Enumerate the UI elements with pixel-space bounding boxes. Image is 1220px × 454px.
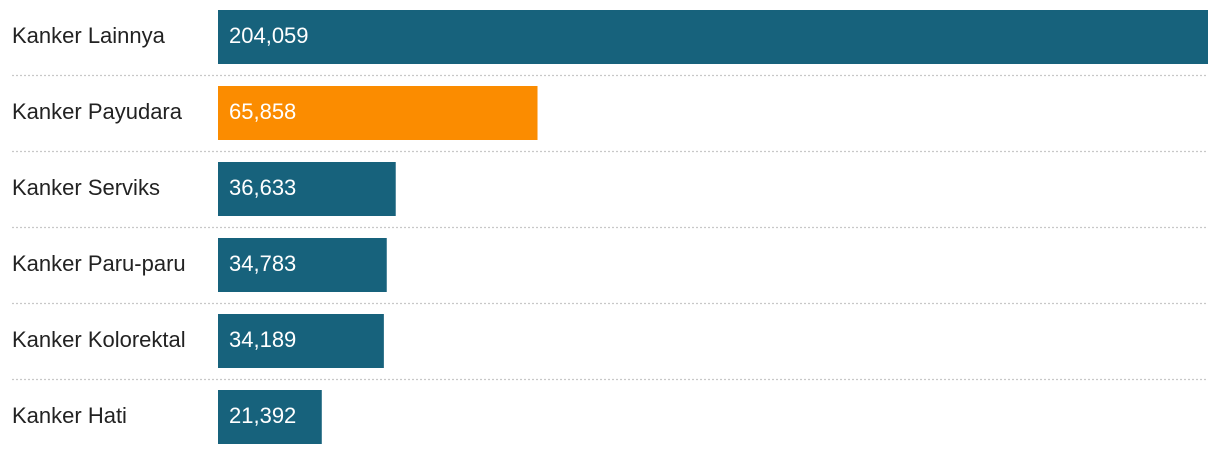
value-label: 21,392: [229, 403, 296, 428]
value-label: 204,059: [229, 23, 309, 48]
category-label: Kanker Serviks: [12, 175, 160, 200]
bar: [218, 238, 387, 292]
value-label: 36,633: [229, 175, 296, 200]
value-label: 65,858: [229, 99, 296, 124]
category-label: Kanker Hati: [12, 403, 127, 428]
value-label: 34,189: [229, 327, 296, 352]
bar: [218, 314, 384, 368]
category-label: Kanker Paru-paru: [12, 251, 186, 276]
bar: [218, 86, 538, 140]
category-label: Kanker Payudara: [12, 99, 183, 124]
category-label: Kanker Kolorektal: [12, 327, 186, 352]
bar: [218, 10, 1208, 64]
bar: [218, 390, 322, 444]
bar: [218, 162, 396, 216]
value-label: 34,783: [229, 251, 296, 276]
category-label: Kanker Lainnya: [12, 23, 166, 48]
